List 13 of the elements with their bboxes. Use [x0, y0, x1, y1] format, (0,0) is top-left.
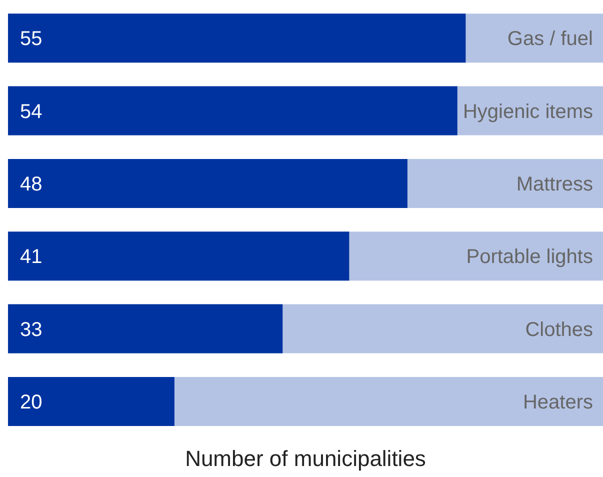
data-label: 33 [20, 318, 42, 341]
y-tick-label: Hygienic items [462, 100, 593, 123]
y-tick-label: Portable lights [466, 246, 593, 268]
data-label: 54 [20, 100, 42, 123]
data-label: 55 [20, 28, 42, 50]
y-tick-label: Gas / fuel [507, 28, 593, 50]
data-label: 41 [20, 246, 42, 268]
x-axis-title: Number of municipalities [184, 446, 427, 472]
data-label: 20 [20, 391, 42, 414]
y-tick-label: Clothes [525, 318, 593, 341]
y-tick-label: Mattress [516, 173, 593, 196]
data-label: 48 [20, 173, 42, 196]
y-tick-label: Heaters [522, 391, 593, 414]
